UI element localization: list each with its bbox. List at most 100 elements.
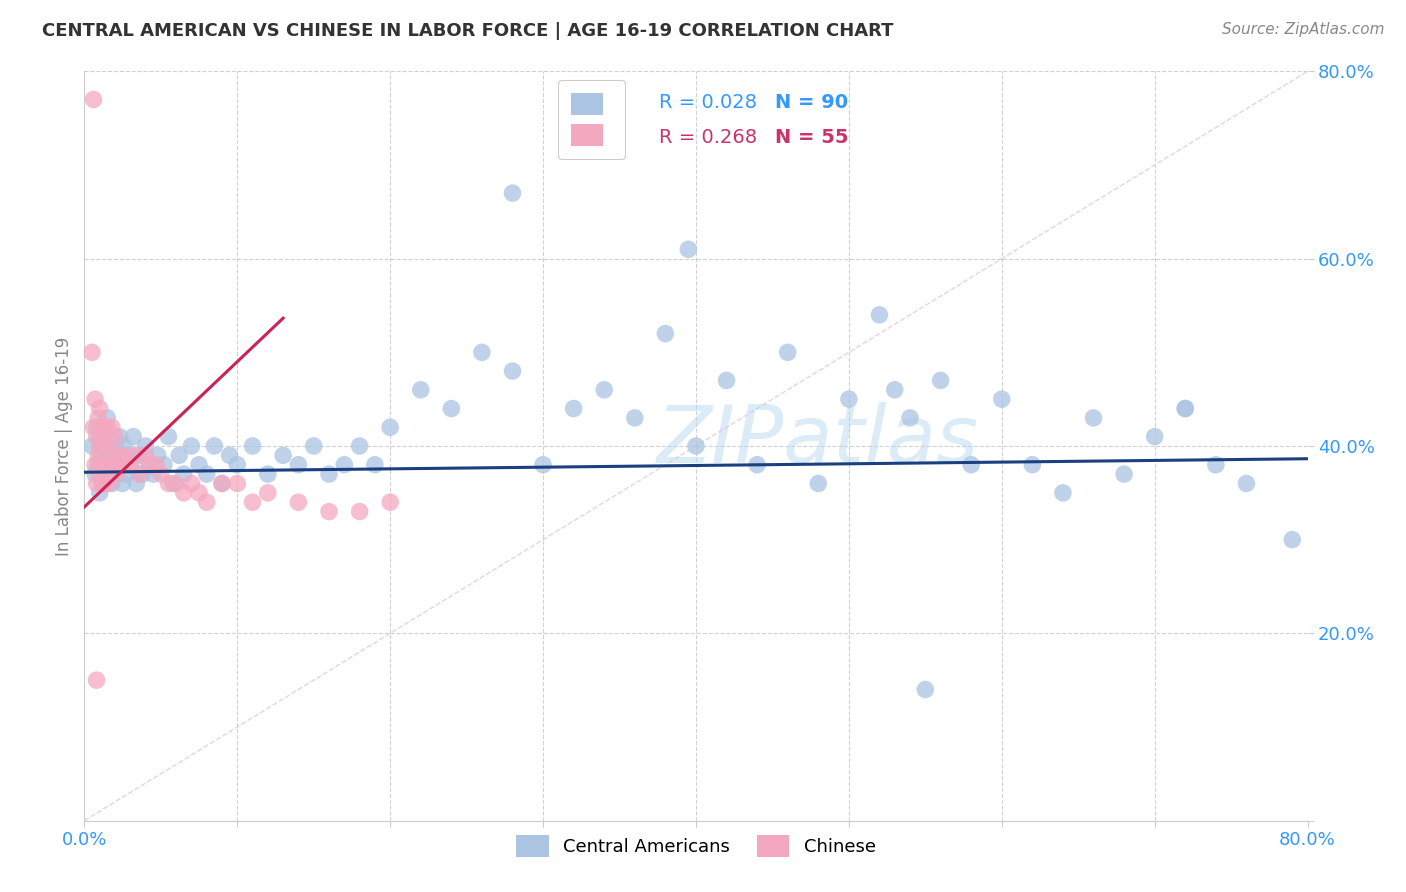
Point [167,449,190,463]
Point [111,476,134,491]
Y-axis label: In Labor Force | Age 16-19: In Labor Force | Age 16-19 [55,336,73,556]
Point [138,458,160,472]
Point [257,486,280,500]
Point [83,420,105,434]
Point [1205,458,1227,472]
Point [716,374,738,388]
Point [776,345,799,359]
Point [440,401,463,416]
Point [89,430,111,444]
Point [173,467,195,482]
Point [107,449,129,463]
Point [84,392,107,407]
Point [654,326,676,341]
Point [685,439,707,453]
Point [89,486,111,500]
Point [195,495,218,509]
Point [318,505,340,519]
Point [101,420,124,434]
Point [96,420,118,434]
Point [960,458,983,472]
Point [84,467,107,482]
Point [1281,533,1303,547]
Point [678,243,700,257]
Point [101,476,124,491]
Point [131,467,153,482]
Point [135,449,157,463]
Text: ZIPatlas: ZIPatlas [657,402,980,480]
Point [195,467,218,482]
Text: R = 0.268: R = 0.268 [659,128,758,147]
Point [349,505,371,519]
Point [838,392,860,407]
Point [94,467,117,482]
Point [898,411,921,425]
Point [122,430,145,444]
Point [180,439,202,453]
Point [115,449,138,463]
Point [105,467,128,482]
Point [153,458,176,472]
Point [1021,458,1043,472]
Point [108,458,131,472]
Point [257,467,280,482]
Point [318,467,340,482]
Point [173,486,195,500]
Point [120,458,142,472]
Point [502,186,524,201]
Point [91,439,114,453]
Point [96,411,118,425]
Point [914,682,936,697]
Point [146,449,169,463]
Point [91,476,114,491]
Point [380,495,402,509]
Point [124,449,146,463]
Point [1236,476,1258,491]
Point [188,486,211,500]
Point [139,458,162,472]
Point [86,673,108,688]
Text: CENTRAL AMERICAN VS CHINESE IN LABOR FORCE | AGE 16-19 CORRELATION CHART: CENTRAL AMERICAN VS CHINESE IN LABOR FOR… [42,22,894,40]
Point [242,495,264,509]
Point [83,93,105,107]
Point [471,345,494,359]
Point [593,383,616,397]
Point [531,458,554,472]
Point [114,458,136,472]
Point [157,476,180,491]
Point [87,458,110,472]
Point [1143,430,1166,444]
Point [94,430,117,444]
Point [120,458,142,472]
Point [87,411,110,425]
Point [226,458,249,472]
Point [128,449,150,463]
Point [1052,486,1074,500]
Point [165,476,187,491]
Point [211,476,233,491]
Point [91,476,114,491]
Point [105,467,128,482]
Point [96,458,118,472]
Point [287,458,309,472]
Point [135,439,157,453]
Point [883,383,905,397]
Point [125,476,148,491]
Point [94,458,117,472]
Point [80,345,103,359]
Point [218,449,240,463]
Point [142,467,165,482]
Point [104,439,127,453]
Text: R = 0.028: R = 0.028 [659,94,758,112]
Point [108,430,131,444]
Point [93,458,115,472]
Point [86,430,108,444]
Point [97,449,120,463]
Point [103,458,125,472]
Text: N = 90: N = 90 [776,94,849,112]
Point [110,458,132,472]
Point [1114,467,1136,482]
Point [114,467,136,482]
Point [807,476,830,491]
Point [128,467,150,482]
